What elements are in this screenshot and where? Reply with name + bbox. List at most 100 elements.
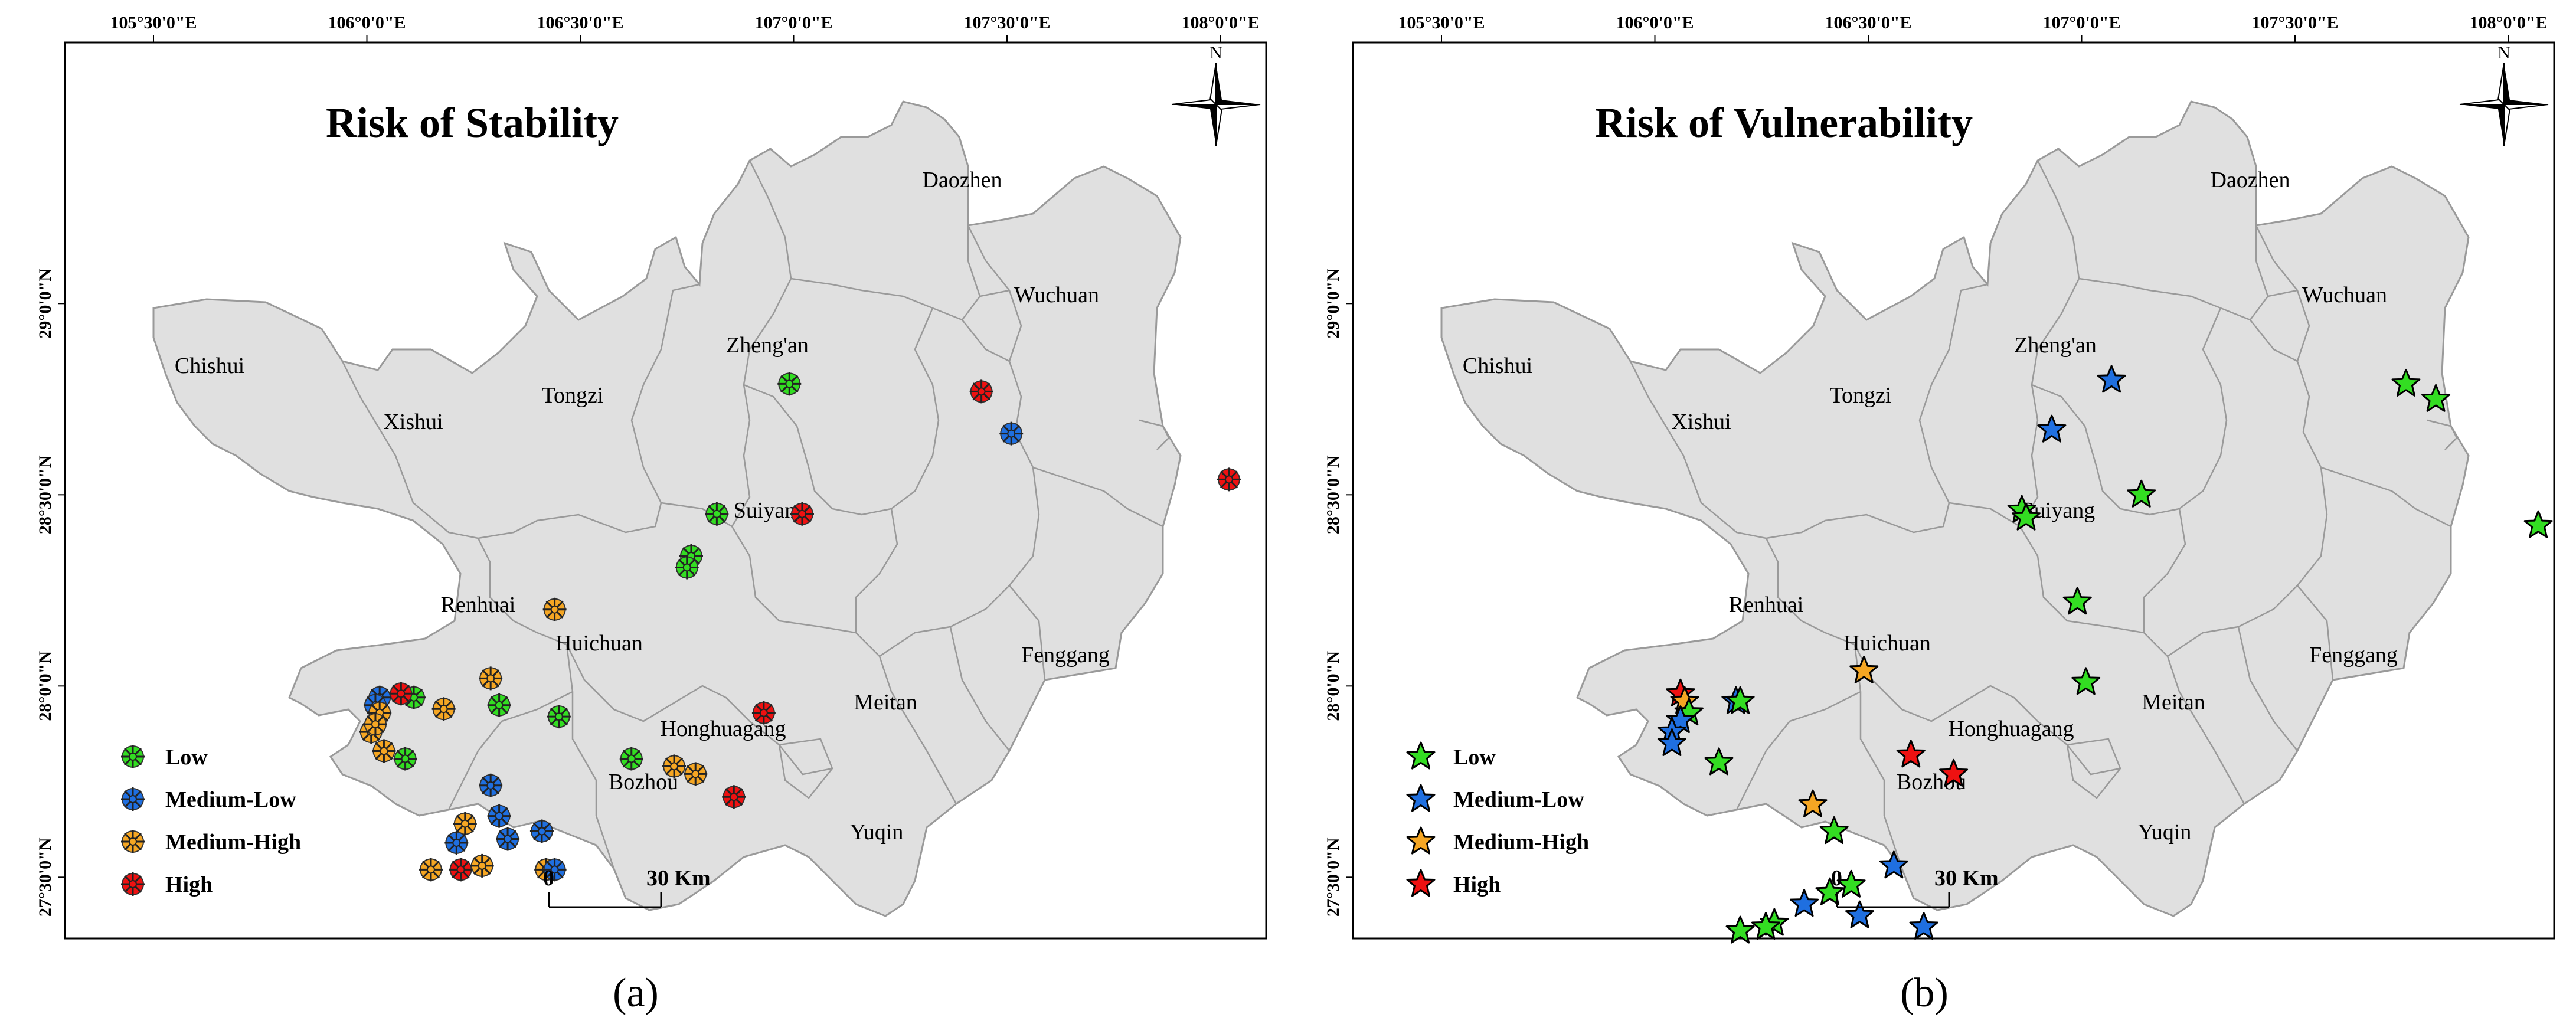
panel-a: 105°30'0"E 106°0'0"E 106°30'0"E 107°0'0"E 10… — [35, 13, 1267, 940]
risk-point-low — [619, 745, 645, 771]
place-label: Fenggang — [2309, 643, 2398, 668]
north-arrow: N — [1171, 43, 1261, 146]
panel-b-caption: (b) — [1900, 970, 1949, 1016]
scale-end: 30 Km — [1934, 866, 1999, 891]
legend-symbol — [120, 786, 146, 812]
risk-point-medium-low — [998, 421, 1024, 447]
risk-point-medium-high — [661, 753, 687, 779]
place-labels: Daozhen Wuchuan Chishui Xishui Tongzi Zheng'a… — [175, 168, 1110, 845]
scale-start: 0 — [1831, 866, 1842, 891]
risk-point-high — [789, 501, 815, 527]
place-label: Chishui — [175, 354, 244, 378]
risk-point-medium-low — [495, 826, 521, 852]
risk-point-low — [776, 371, 802, 397]
x-tick-label: 107°30'0"E — [2252, 13, 2339, 32]
risk-point-high — [448, 856, 474, 882]
place-label: Renhuai — [441, 593, 516, 617]
risk-point-low — [393, 745, 419, 771]
legend-symbol — [120, 829, 146, 855]
place-label: Zheng'an — [726, 333, 809, 358]
legend-label: Medium-High — [165, 830, 301, 855]
y-tick-label: 28°30'0"N — [35, 455, 55, 534]
place-label: Honghuagang — [1948, 717, 2074, 741]
risk-point-medium-low — [529, 819, 555, 845]
place-label: Tongzi — [1830, 383, 1892, 408]
risk-point-medium-high — [478, 665, 504, 691]
risk-point-high — [969, 378, 995, 404]
panel-b: 105°30'0"E 106°0'0"E 106°30'0"E 107°0'0"E 10… — [1323, 13, 2555, 944]
x-axis-ticks: 105°30'0"E 106°0'0"E 106°30'0"E 107°0'0"E 10… — [1398, 13, 2548, 42]
risk-point-high — [1216, 466, 1242, 492]
place-label: Yuqin — [850, 820, 904, 845]
place-label: Zheng'an — [2014, 333, 2097, 358]
y-tick-label: 28°0'0"N — [1323, 651, 1343, 721]
legend-label: Low — [165, 745, 208, 770]
x-tick-label: 107°30'0"E — [964, 13, 1051, 32]
place-label: Wuchuan — [1014, 283, 1099, 307]
legend: Low Medium-Low Medium-High High — [1406, 741, 1589, 897]
scale-bar: 0 30 Km — [1831, 866, 1999, 908]
x-tick-label: 105°30'0"E — [1398, 13, 1485, 32]
risk-point-medium-high — [682, 761, 708, 787]
risk-point-low — [704, 501, 730, 527]
place-label: Tongzi — [542, 383, 604, 408]
legend: Low Medium-Low Medium-High High — [120, 744, 301, 897]
y-tick-label: 29°0'0"N — [1323, 269, 1343, 339]
risk-point-medium-high — [469, 853, 495, 879]
y-tick-label: 28°30'0"N — [1323, 455, 1343, 534]
y-tick-label: 27°30'0"N — [35, 837, 55, 917]
place-label: Huichuan — [555, 631, 643, 656]
x-tick-label: 107°0'0"E — [755, 13, 833, 32]
place-label: Daozhen — [2210, 168, 2290, 192]
legend-label: High — [1453, 872, 1501, 897]
risk-point-medium-high — [542, 597, 568, 623]
place-labels: Daozhen Wuchuan Chishui Xishui Tongzi Zheng'a… — [1463, 168, 2398, 845]
north-arrow: N — [2459, 43, 2549, 146]
x-tick-label: 106°0'0"E — [328, 13, 406, 32]
place-label: Meitan — [2142, 690, 2205, 715]
scale-end: 30 Km — [646, 866, 711, 891]
risk-point-medium-low — [486, 803, 512, 829]
place-label: Meitan — [854, 690, 917, 715]
place-label: Chishui — [1463, 354, 1532, 378]
scale-start: 0 — [543, 866, 554, 891]
risk-point-medium-low — [443, 830, 469, 856]
scale-bar: 0 30 Km — [543, 866, 711, 908]
risk-point-low — [674, 554, 700, 580]
x-tick-label: 108°0'0"E — [2470, 13, 2548, 32]
place-label: Huichuan — [1843, 631, 1931, 656]
place-label: Wuchuan — [2302, 283, 2387, 307]
legend-label: Medium-Low — [165, 787, 296, 812]
place-label: Daozhen — [922, 168, 1002, 192]
x-tick-label: 107°0'0"E — [2043, 13, 2121, 32]
place-label: Xishui — [1671, 410, 1731, 434]
y-tick-label: 27°30'0"N — [1323, 837, 1343, 917]
x-axis-ticks: 105°30'0"E 106°0'0"E 106°30'0"E 107°0'0"E 10… — [110, 13, 1260, 42]
panel-a-caption: (a) — [613, 970, 659, 1016]
risk-point-high — [721, 784, 747, 810]
x-tick-label: 106°30'0"E — [1825, 13, 1912, 32]
risk-point-medium-low — [478, 773, 504, 799]
risk-point-medium-high — [431, 696, 457, 722]
risk-point-medium-high — [418, 856, 444, 882]
risk-point-high — [751, 700, 777, 726]
place-label: Fenggang — [1021, 643, 1110, 668]
legend-symbol — [120, 744, 146, 770]
place-label: Yuqin — [2138, 820, 2192, 845]
y-axis-ticks: 29°0'0"N 28°30'0"N 28°0'0"N 27°30'0"N — [1323, 269, 1353, 917]
legend-label: Medium-High — [1453, 830, 1589, 855]
x-tick-label: 105°30'0"E — [110, 13, 197, 32]
risk-point-high — [388, 681, 414, 706]
y-tick-label: 28°0'0"N — [35, 651, 55, 721]
map-title: Risk of Stability — [326, 99, 619, 146]
x-tick-label: 108°0'0"E — [1182, 13, 1260, 32]
x-tick-label: 106°30'0"E — [537, 13, 624, 32]
legend-label: High — [165, 872, 213, 897]
legend-symbol — [120, 871, 146, 897]
risk-point-low — [486, 692, 512, 718]
risk-point-medium-high — [371, 738, 397, 764]
north-label: N — [1209, 43, 1222, 63]
place-label: Xishui — [383, 410, 443, 434]
y-axis-ticks: 29°0'0"N 28°30'0"N 28°0'0"N 27°30'0"N — [35, 269, 65, 917]
place-label: Renhuai — [1729, 593, 1804, 617]
